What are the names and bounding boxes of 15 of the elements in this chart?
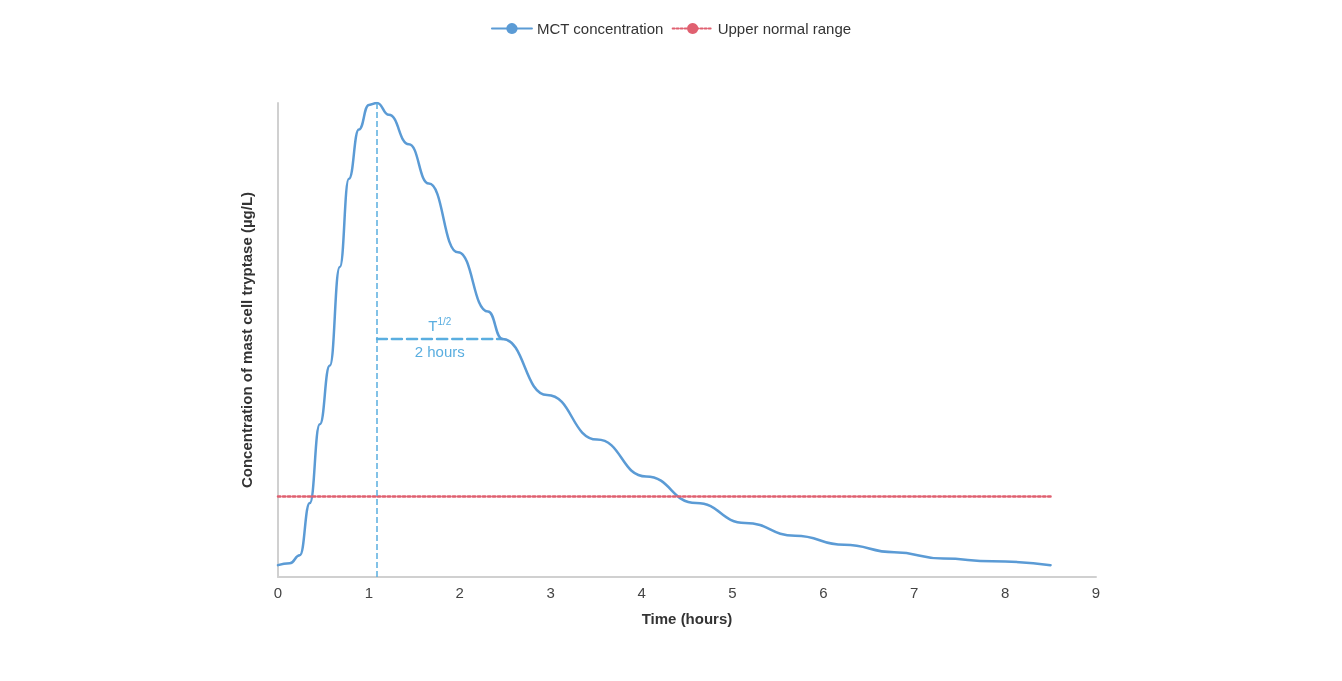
x-tick-label: 7 bbox=[910, 584, 919, 601]
legend-label: Upper normal range bbox=[717, 20, 852, 37]
x-tick-label: 0 bbox=[273, 584, 283, 601]
x-tick-label: 9 bbox=[1091, 584, 1101, 601]
legend-label: MCT concentration bbox=[536, 20, 664, 37]
x-tick-label: 4 bbox=[637, 584, 646, 601]
x-tick-label: 3 bbox=[546, 584, 555, 601]
x-tick-label: 5 bbox=[728, 584, 737, 601]
x-axis-title: Time (hours) bbox=[641, 610, 733, 627]
y-axis-title: Concentration of mast cell tryptase (µg/L) bbox=[238, 191, 255, 489]
x-tick-label: 1 bbox=[364, 584, 374, 601]
x-tick-label: 6 bbox=[819, 584, 828, 601]
annotation: 2 hours bbox=[414, 343, 465, 361]
x-tick-label: 8 bbox=[1000, 584, 1010, 601]
x-tick-label: 2 bbox=[455, 584, 464, 601]
